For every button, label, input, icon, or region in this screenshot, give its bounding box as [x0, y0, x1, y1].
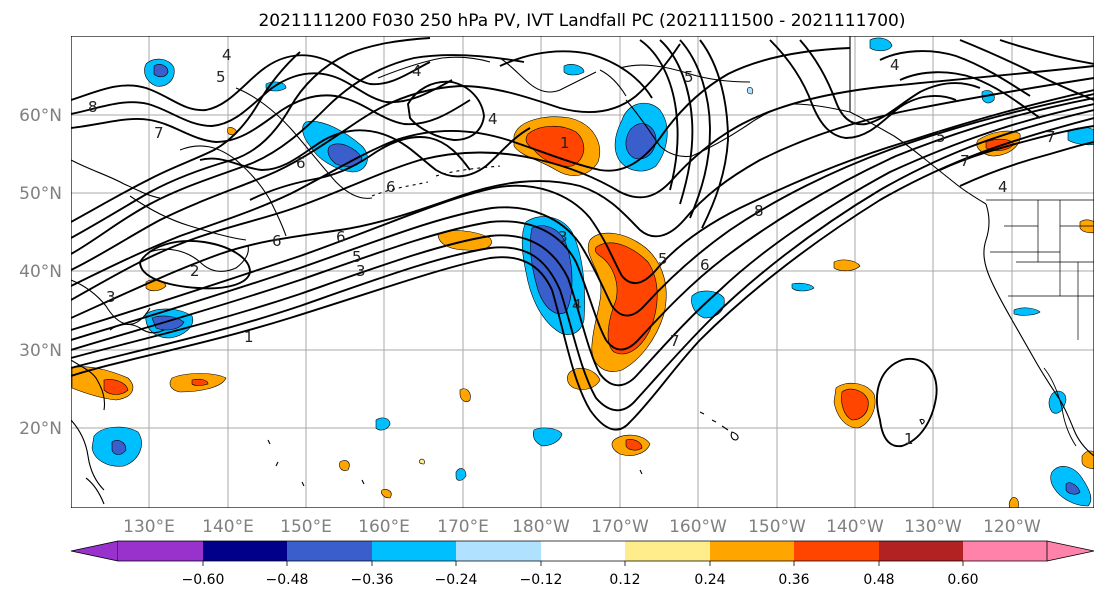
lat-label: 40°N [19, 262, 62, 282]
lat-label: 60°N [19, 106, 62, 126]
contour-label: 7 [1046, 128, 1056, 146]
lon-label: 170°E [437, 517, 489, 537]
contour-label: 7 [154, 124, 164, 142]
colorbar-segment [456, 541, 541, 561]
colorbar-tick: −0.36 [351, 572, 394, 588]
colorbar-tick: 0.36 [778, 572, 809, 588]
colorbar-tick: 0.48 [863, 572, 894, 588]
contour-label: 4 [412, 62, 422, 80]
colorbar-tick: 0.60 [947, 572, 978, 588]
colorbar-segment [794, 541, 879, 561]
lat-label: 50°N [19, 184, 62, 204]
contour-label: 4 [998, 178, 1008, 196]
contour-label: 6 [296, 154, 306, 172]
contour-label: 6 [336, 228, 346, 246]
lon-label: 150°W [748, 517, 806, 537]
contour-label: 5 [216, 68, 226, 86]
contour-label: 1 [560, 134, 570, 152]
colorbar: −0.60 −0.48 −0.36 −0.24 −0.12 0.12 0.24 … [70, 540, 1095, 588]
chart-title: 2021111200 F030 250 hPa PV, IVT Landfall… [258, 11, 905, 31]
contour-label: 3 [356, 262, 366, 280]
contour-label: 1 [244, 328, 254, 346]
contour-label: 5 [658, 250, 668, 268]
colorbar-tick: −0.60 [182, 572, 225, 588]
contour-label: 8 [88, 98, 98, 116]
lat-label: 20°N [19, 419, 62, 439]
colorbar-segment [710, 541, 794, 561]
colorbar-tick: 0.12 [609, 572, 640, 588]
lon-label: 160°E [358, 517, 410, 537]
lon-label: 130°E [123, 517, 175, 537]
contour-label: 5 [352, 248, 362, 266]
contour-label: 4 [572, 296, 582, 314]
pv-contours [71, 37, 1094, 448]
lon-label: 150°E [280, 517, 332, 537]
longitude-labels: 130°E 140°E 150°E 160°E 170°E 180°W 170°… [123, 517, 1041, 537]
latitude-labels: 60°N 50°N 40°N 30°N 20°N [19, 106, 62, 439]
lat-label: 30°N [19, 341, 62, 361]
colorbar-segment [203, 541, 287, 561]
contour-label: 2 [190, 262, 200, 280]
contour-label: 7 [960, 152, 970, 170]
lon-label: 120°W [983, 517, 1041, 537]
colorbar-segment [879, 541, 963, 561]
colorbar-segment [625, 541, 710, 561]
colorbar-segment [963, 541, 1047, 561]
contour-label: 5 [684, 68, 694, 86]
contour-label: 6 [700, 256, 710, 274]
colorbar-tick: −0.12 [520, 572, 563, 588]
colorbar-extend-min [70, 540, 119, 562]
lon-label: 180°W [512, 517, 570, 537]
contour-label: 7 [670, 332, 680, 350]
contour-labels: 4 5 8 7 6 6 6 4 2 3 1 5 3 4 6 1 7 5 8 3 … [88, 46, 1056, 448]
colorbar-tick: 0.24 [694, 572, 725, 588]
colorbar-tick: −0.24 [435, 572, 478, 588]
lon-label: 140°E [202, 517, 254, 537]
contour-label: 1 [904, 430, 914, 448]
colorbar-extend-max [1046, 540, 1095, 562]
contour-label: 4 [222, 46, 232, 64]
colorbar-segment [287, 541, 372, 561]
contour-label: 8 [754, 202, 764, 220]
map-panel: 4 5 8 7 6 6 6 4 2 3 1 5 3 4 6 1 7 5 8 3 … [71, 36, 1094, 508]
colorbar-tick: −0.48 [266, 572, 309, 588]
contour-label: 6 [272, 232, 282, 250]
contour-label: 5 [936, 128, 946, 146]
contour-label: 4 [488, 110, 498, 128]
lon-label: 140°W [826, 517, 884, 537]
lon-label: 130°W [904, 517, 962, 537]
filled-anomalies [71, 37, 1094, 508]
contour-label: 6 [386, 178, 396, 196]
contour-label: 3 [558, 228, 568, 246]
contour-label: 3 [106, 288, 116, 306]
contour-label: 4 [890, 56, 900, 74]
colorbar-segment [541, 541, 625, 561]
lon-label: 170°W [591, 517, 649, 537]
colorbar-segment [372, 541, 456, 561]
lon-label: 160°W [669, 517, 727, 537]
colorbar-segment [118, 541, 203, 561]
